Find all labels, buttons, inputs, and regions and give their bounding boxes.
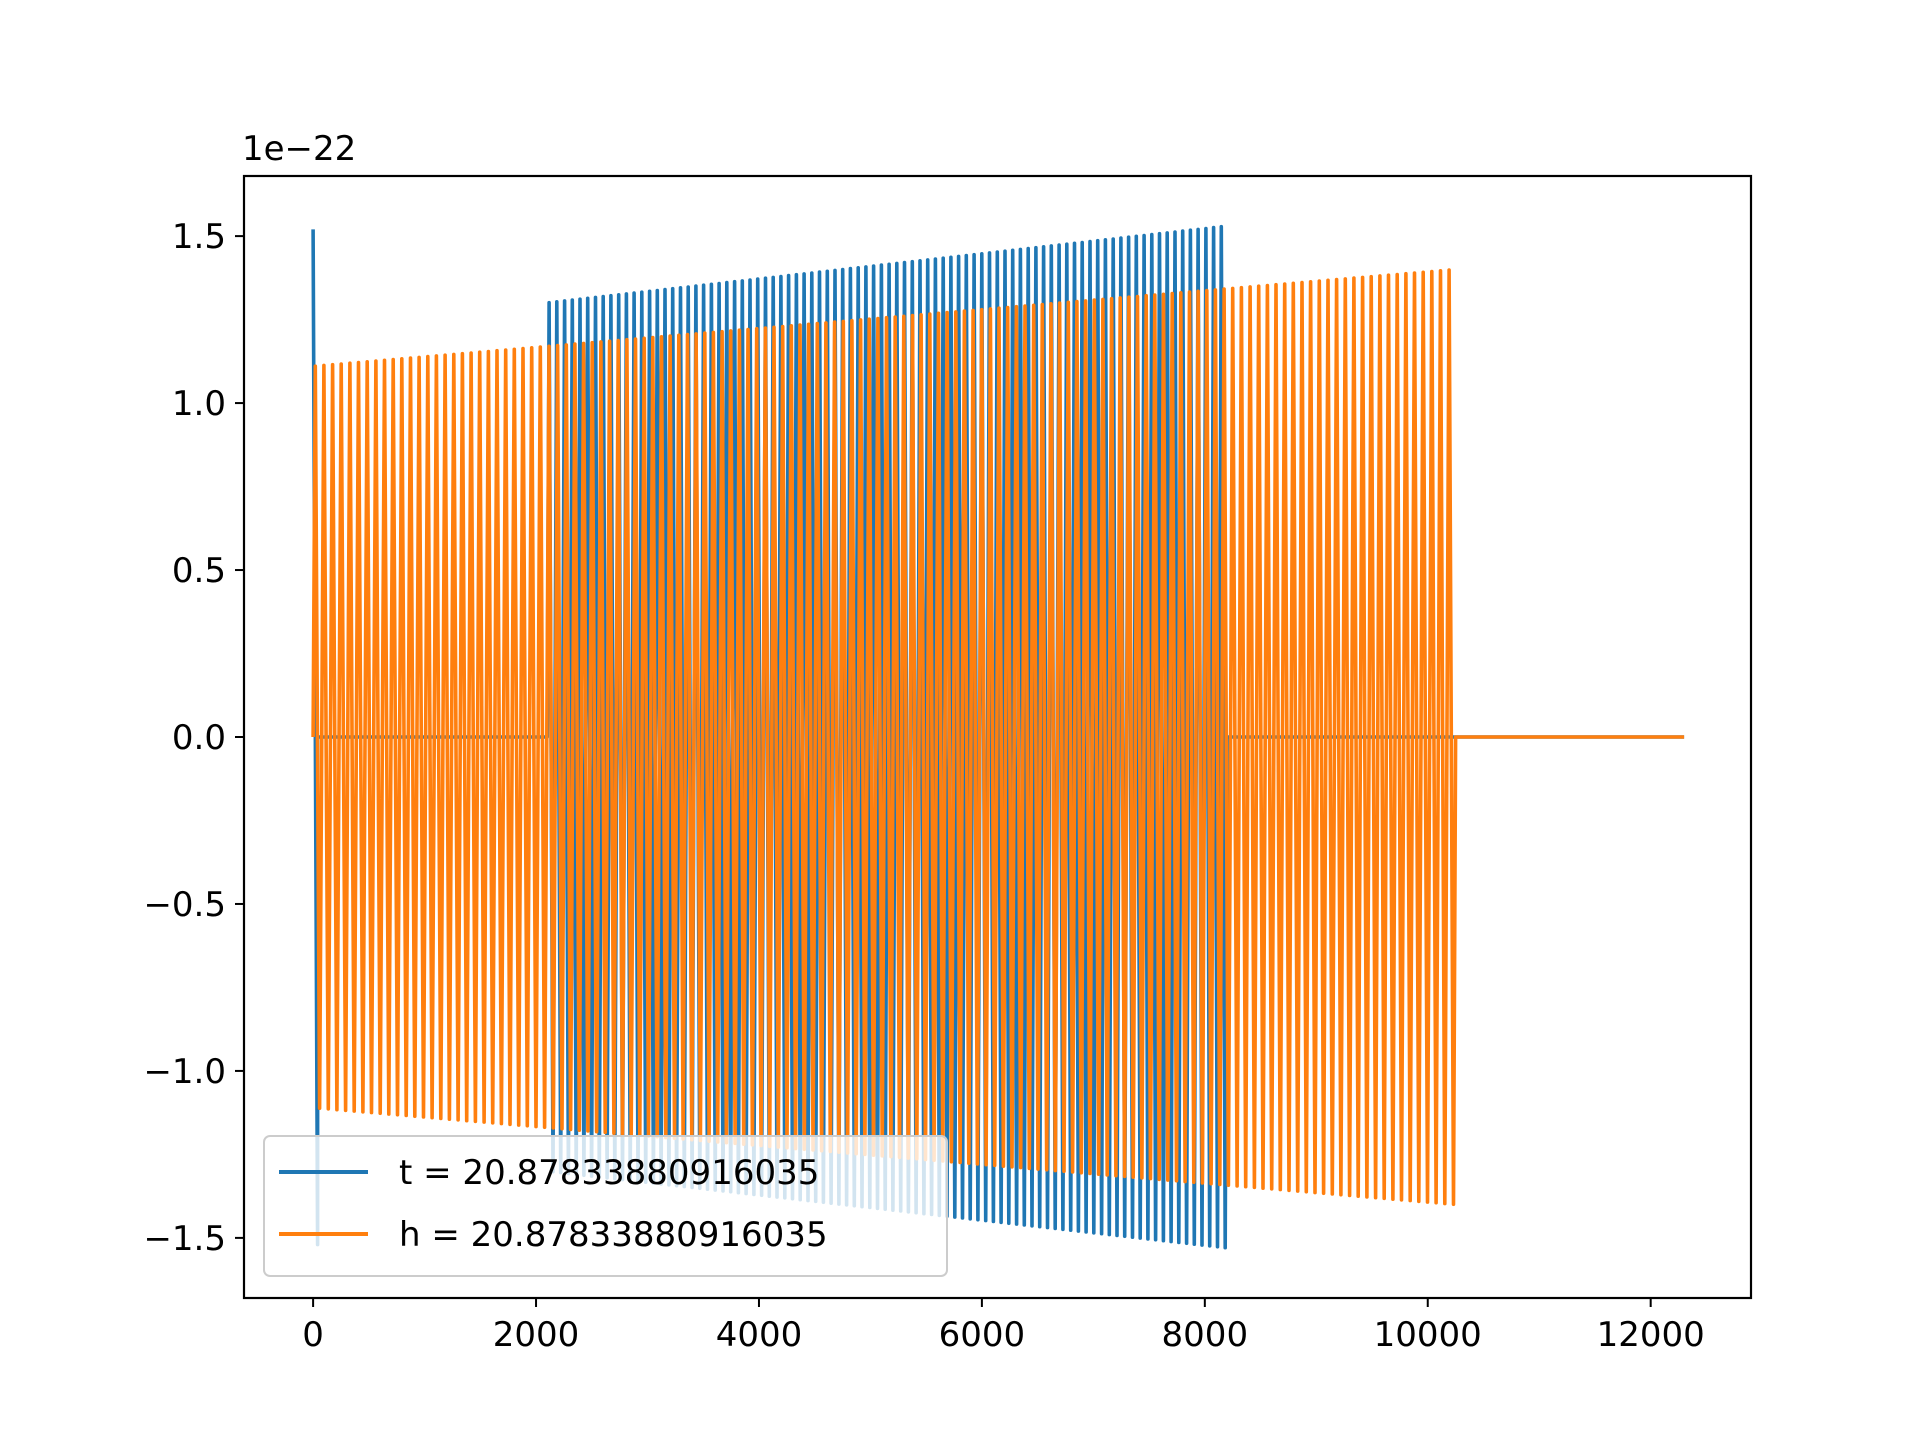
legend-label: t = 20.87833880916035 [399, 1153, 819, 1193]
y-tick-label: 1.0 [172, 384, 226, 424]
x-tick-label: 6000 [939, 1315, 1026, 1355]
y-tick-label: −0.5 [143, 885, 226, 925]
x-axis-ticks: 0 2000 4000 6000 8000 10000 12000 [302, 1298, 1705, 1355]
x-tick-label: 10000 [1374, 1315, 1482, 1355]
y-tick-label: −1.0 [143, 1052, 226, 1092]
y-tick-label: 0.5 [172, 551, 226, 591]
x-tick-label: 0 [302, 1315, 324, 1355]
y-axis-offset-text: 1e−22 [242, 129, 356, 169]
y-axis-ticks: −1.5 −1.0 −0.5 0.0 0.5 1.0 1.5 [143, 217, 244, 1259]
x-tick-label: 4000 [716, 1315, 803, 1355]
x-tick-label: 2000 [493, 1315, 580, 1355]
plot-lines [311, 224, 1685, 1250]
legend: t = 20.87833880916035 h = 20.878338809160… [263, 1135, 948, 1277]
x-tick-label: 8000 [1162, 1315, 1249, 1355]
series-line-2 [311, 268, 1685, 1207]
x-tick-label: 12000 [1597, 1315, 1705, 1355]
y-tick-label: −1.5 [143, 1219, 226, 1259]
legend-label: h = 20.87833880916035 [399, 1215, 828, 1255]
y-tick-label: 1.5 [172, 217, 226, 257]
y-tick-label: 0.0 [172, 718, 226, 758]
legend-box [263, 1135, 948, 1277]
